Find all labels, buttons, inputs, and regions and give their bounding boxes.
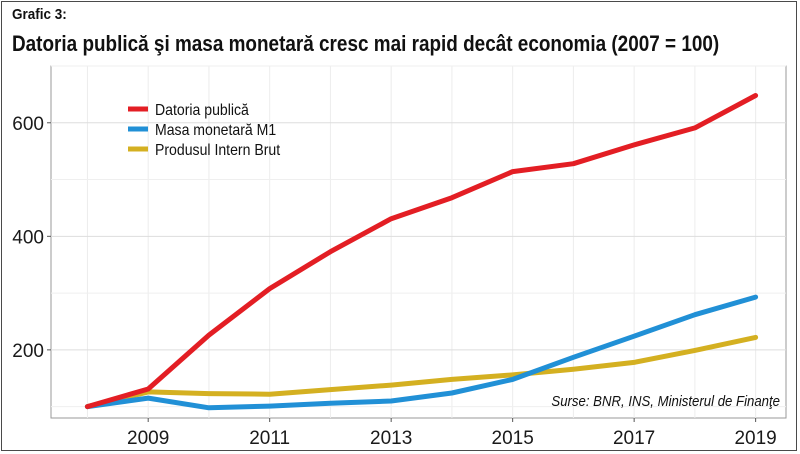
y-tick-label: 400 xyxy=(12,227,44,248)
y-axis: 200 400 600 xyxy=(12,114,51,362)
y-tick-label: 600 xyxy=(12,114,44,135)
series-line xyxy=(84,93,759,410)
legend-label: Datoria publică xyxy=(155,101,249,119)
chart-title: Datoria publică şi masa monetară cresc m… xyxy=(12,31,720,56)
legend-label: Produsul Intern Brut xyxy=(155,141,281,159)
x-axis: 2009 2011 2013 2015 2017 2019 xyxy=(127,418,777,449)
x-tick-label: 2013 xyxy=(370,428,412,449)
plot-panel xyxy=(50,65,787,419)
figure-label: Grafic 3: xyxy=(12,6,67,23)
x-tick-label: 2017 xyxy=(613,428,655,449)
x-tick-label: 2015 xyxy=(492,428,534,449)
source-annotation: Surse: BNR, INS, Ministerul de Finanţe xyxy=(551,392,780,409)
x-tick-label: 2019 xyxy=(734,428,776,449)
series-line xyxy=(84,334,759,410)
x-tick-label: 2009 xyxy=(127,428,169,449)
grid-lines xyxy=(51,65,786,418)
series-lines xyxy=(84,93,759,411)
x-tick-label: 2011 xyxy=(249,428,290,449)
legend: Datoria publică Masa monetară M1 Produsul … xyxy=(128,101,281,159)
series-line xyxy=(84,294,759,411)
y-tick-label: 200 xyxy=(12,341,44,362)
legend-label: Masa monetară M1 xyxy=(155,121,276,139)
